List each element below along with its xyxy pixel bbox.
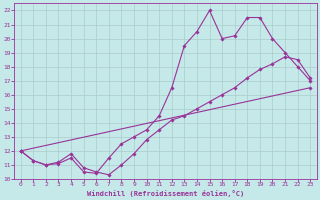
X-axis label: Windchill (Refroidissement éolien,°C): Windchill (Refroidissement éolien,°C) bbox=[87, 190, 244, 197]
